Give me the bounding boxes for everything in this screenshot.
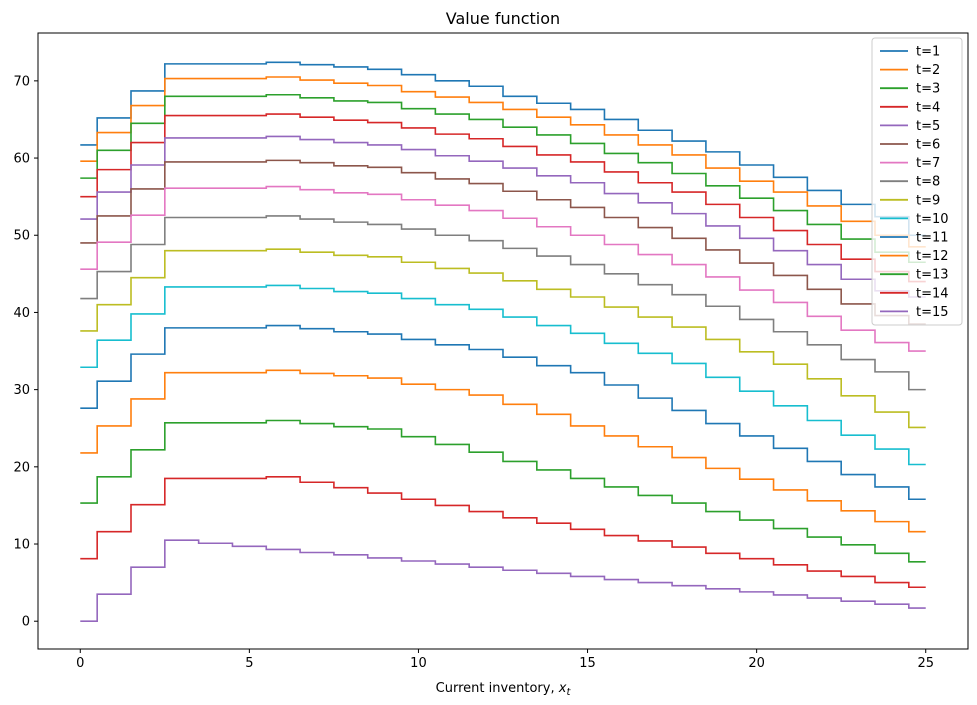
legend-label: t=3: [916, 82, 940, 97]
y-tick-label: 20: [13, 460, 30, 475]
series-line-t=4: [80, 113, 926, 283]
x-axis-label: Current inventory, xt: [436, 681, 572, 698]
legend-label: t=11: [916, 231, 949, 246]
y-tick-label: 0: [22, 615, 30, 630]
legend-label: t=4: [916, 100, 940, 115]
series-line-t=3: [80, 93, 926, 264]
series-line-t=13: [80, 419, 926, 563]
series-line-t=7: [80, 185, 926, 352]
legend-label: t=1: [916, 45, 940, 60]
legend-box: [871, 37, 963, 326]
x-axis-label-subscript: t: [566, 687, 571, 698]
y-tick-label: 10: [13, 538, 30, 553]
plot-frame: [37, 32, 969, 650]
y-tick-label: 30: [13, 383, 30, 398]
legend-label: t=13: [916, 268, 949, 283]
y-tick-label: 70: [13, 74, 30, 89]
series-line-t=11: [80, 324, 926, 501]
series-line-t=8: [80, 215, 926, 391]
legend-label: t=2: [916, 63, 940, 78]
legend-label: t=9: [916, 193, 940, 208]
legend-label: t=12: [916, 249, 949, 264]
x-tick-label: 20: [748, 656, 765, 671]
legend-label: t=6: [916, 138, 940, 153]
axes-layer: 0 5 10 15 20 25 0 10 20 30 40 50 60 70: [13, 74, 934, 671]
series-line-t=1: [80, 61, 926, 237]
legend-label: t=8: [916, 175, 940, 190]
series-line-t=2: [80, 76, 926, 248]
chart-title: Value function: [446, 9, 560, 28]
legend-label: t=14: [916, 286, 949, 301]
x-tick-label: 10: [410, 656, 427, 671]
legend: t=1 t=2 t=3 t=4 t=5 t=6 t=7 t=8 t=9 t=10 t=11 t=12 t…: [871, 37, 963, 326]
x-axis-label-text: Current inventory,: [436, 681, 559, 696]
x-tick-label: 25: [917, 656, 934, 671]
series-layer: [80, 61, 926, 623]
legend-label: t=5: [916, 119, 940, 134]
legend-label: t=15: [916, 305, 949, 320]
y-tick-label: 60: [13, 152, 30, 167]
x-tick-label: 15: [579, 656, 596, 671]
series-line-t=10: [80, 284, 926, 466]
series-line-t=9: [80, 248, 926, 429]
x-tick-label: 0: [76, 656, 84, 671]
series-line-t=5: [80, 135, 926, 298]
series-line-t=15: [80, 539, 926, 623]
series-line-t=14: [80, 476, 926, 589]
y-tick-label: 40: [13, 306, 30, 321]
x-tick-label: 5: [245, 656, 253, 671]
legend-label: t=7: [916, 156, 940, 171]
x-axis-label-variable: x: [558, 681, 567, 696]
series-line-t=6: [80, 159, 926, 325]
y-tick-label: 50: [13, 229, 30, 244]
legend-label: t=10: [916, 212, 949, 227]
series-line-t=12: [80, 369, 926, 533]
